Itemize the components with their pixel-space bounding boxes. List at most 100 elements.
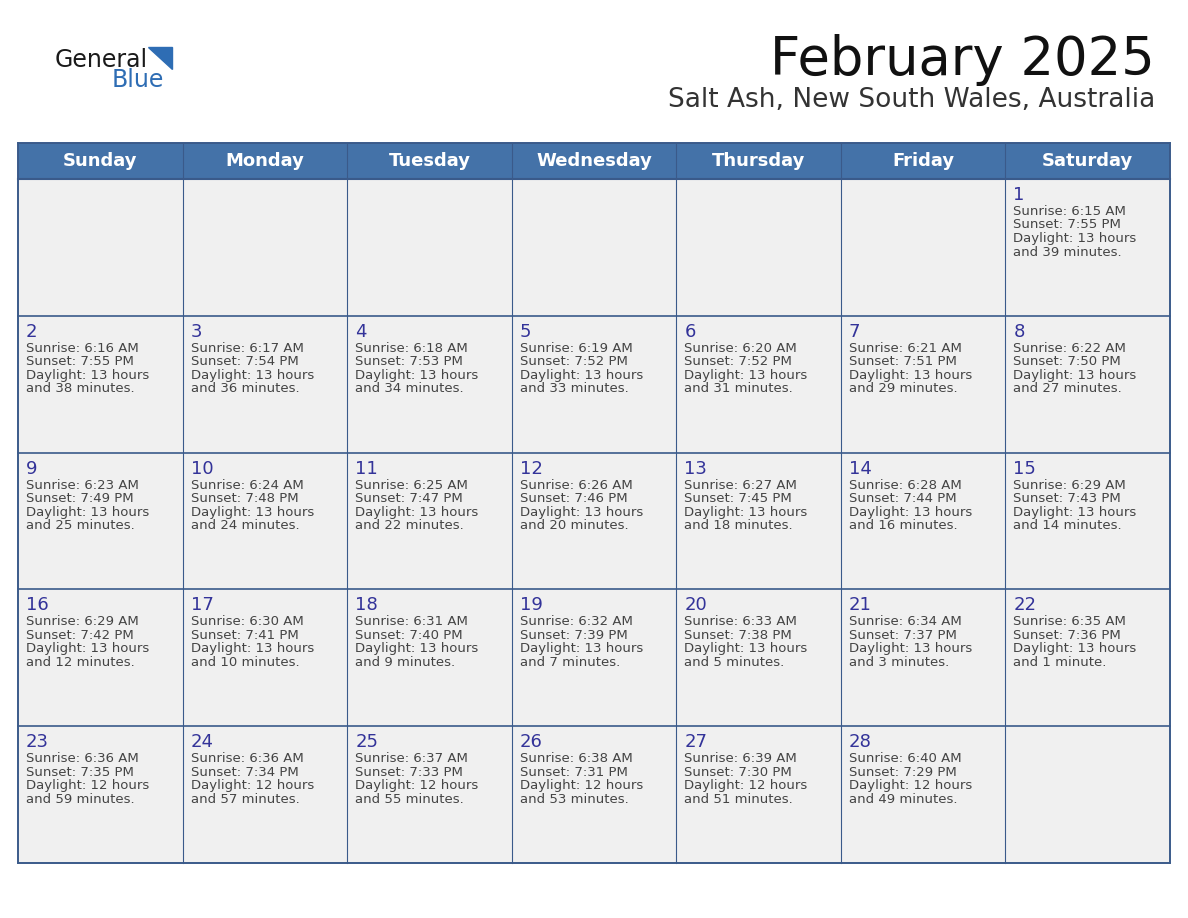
Text: Sunrise: 6:26 AM: Sunrise: 6:26 AM xyxy=(519,478,632,492)
Bar xyxy=(18,143,1170,863)
Text: and 22 minutes.: and 22 minutes. xyxy=(355,519,463,532)
Text: 27: 27 xyxy=(684,733,707,751)
Text: Monday: Monday xyxy=(226,152,304,170)
Text: and 9 minutes.: and 9 minutes. xyxy=(355,655,455,669)
Text: 28: 28 xyxy=(849,733,872,751)
Text: 4: 4 xyxy=(355,323,367,341)
Text: 17: 17 xyxy=(190,597,214,614)
Text: 14: 14 xyxy=(849,460,872,477)
Text: and 10 minutes.: and 10 minutes. xyxy=(190,655,299,669)
Text: Daylight: 13 hours: Daylight: 13 hours xyxy=(26,369,150,382)
Text: and 57 minutes.: and 57 minutes. xyxy=(190,793,299,806)
Text: Sunrise: 6:29 AM: Sunrise: 6:29 AM xyxy=(1013,478,1126,492)
Text: and 55 minutes.: and 55 minutes. xyxy=(355,793,463,806)
Text: Daylight: 13 hours: Daylight: 13 hours xyxy=(849,643,972,655)
Text: Sunset: 7:36 PM: Sunset: 7:36 PM xyxy=(1013,629,1121,642)
Text: Sunrise: 6:17 AM: Sunrise: 6:17 AM xyxy=(190,341,303,354)
Text: Sunset: 7:49 PM: Sunset: 7:49 PM xyxy=(26,492,133,505)
Text: 6: 6 xyxy=(684,323,696,341)
Text: Sunrise: 6:30 AM: Sunrise: 6:30 AM xyxy=(190,615,303,629)
Text: Sunset: 7:34 PM: Sunset: 7:34 PM xyxy=(190,766,298,778)
Text: 26: 26 xyxy=(519,733,543,751)
Text: Sunset: 7:52 PM: Sunset: 7:52 PM xyxy=(684,355,792,368)
Text: Daylight: 13 hours: Daylight: 13 hours xyxy=(519,506,643,519)
Text: and 59 minutes.: and 59 minutes. xyxy=(26,793,134,806)
Text: and 39 minutes.: and 39 minutes. xyxy=(1013,245,1121,259)
Text: Sunset: 7:54 PM: Sunset: 7:54 PM xyxy=(190,355,298,368)
Text: Sunset: 7:41 PM: Sunset: 7:41 PM xyxy=(190,629,298,642)
Bar xyxy=(18,179,1170,863)
Text: Daylight: 12 hours: Daylight: 12 hours xyxy=(849,779,972,792)
Text: 18: 18 xyxy=(355,597,378,614)
Text: Daylight: 13 hours: Daylight: 13 hours xyxy=(1013,232,1137,245)
Text: 2: 2 xyxy=(26,323,38,341)
Text: Sunset: 7:44 PM: Sunset: 7:44 PM xyxy=(849,492,956,505)
Text: Daylight: 12 hours: Daylight: 12 hours xyxy=(519,779,643,792)
Text: Sunrise: 6:21 AM: Sunrise: 6:21 AM xyxy=(849,341,962,354)
Text: Daylight: 13 hours: Daylight: 13 hours xyxy=(1013,643,1137,655)
Text: 21: 21 xyxy=(849,597,872,614)
Text: Sunset: 7:38 PM: Sunset: 7:38 PM xyxy=(684,629,792,642)
Text: Daylight: 13 hours: Daylight: 13 hours xyxy=(26,506,150,519)
Text: Sunset: 7:55 PM: Sunset: 7:55 PM xyxy=(1013,218,1121,231)
Text: Sunrise: 6:20 AM: Sunrise: 6:20 AM xyxy=(684,341,797,354)
Text: Sunrise: 6:15 AM: Sunrise: 6:15 AM xyxy=(1013,205,1126,218)
Text: Daylight: 12 hours: Daylight: 12 hours xyxy=(684,779,808,792)
Text: Sunrise: 6:35 AM: Sunrise: 6:35 AM xyxy=(1013,615,1126,629)
Text: 23: 23 xyxy=(26,733,49,751)
Text: 25: 25 xyxy=(355,733,378,751)
Text: Sunday: Sunday xyxy=(63,152,138,170)
Text: Sunrise: 6:22 AM: Sunrise: 6:22 AM xyxy=(1013,341,1126,354)
Text: 12: 12 xyxy=(519,460,543,477)
Text: Sunrise: 6:28 AM: Sunrise: 6:28 AM xyxy=(849,478,961,492)
Text: Daylight: 13 hours: Daylight: 13 hours xyxy=(190,369,314,382)
Text: Sunset: 7:52 PM: Sunset: 7:52 PM xyxy=(519,355,627,368)
Text: Sunrise: 6:38 AM: Sunrise: 6:38 AM xyxy=(519,752,632,766)
Text: and 20 minutes.: and 20 minutes. xyxy=(519,519,628,532)
Text: and 1 minute.: and 1 minute. xyxy=(1013,655,1107,669)
Text: and 7 minutes.: and 7 minutes. xyxy=(519,655,620,669)
Text: Sunset: 7:40 PM: Sunset: 7:40 PM xyxy=(355,629,463,642)
Text: Sunset: 7:37 PM: Sunset: 7:37 PM xyxy=(849,629,956,642)
Text: General: General xyxy=(55,48,148,72)
Text: Daylight: 12 hours: Daylight: 12 hours xyxy=(355,779,479,792)
Text: Sunrise: 6:36 AM: Sunrise: 6:36 AM xyxy=(26,752,139,766)
Text: and 25 minutes.: and 25 minutes. xyxy=(26,519,134,532)
Text: Daylight: 13 hours: Daylight: 13 hours xyxy=(519,369,643,382)
Text: Sunrise: 6:31 AM: Sunrise: 6:31 AM xyxy=(355,615,468,629)
Text: Sunrise: 6:23 AM: Sunrise: 6:23 AM xyxy=(26,478,139,492)
Text: 24: 24 xyxy=(190,733,214,751)
Text: Sunrise: 6:19 AM: Sunrise: 6:19 AM xyxy=(519,341,632,354)
Text: and 53 minutes.: and 53 minutes. xyxy=(519,793,628,806)
Text: 10: 10 xyxy=(190,460,213,477)
Text: Sunrise: 6:27 AM: Sunrise: 6:27 AM xyxy=(684,478,797,492)
Text: and 5 minutes.: and 5 minutes. xyxy=(684,655,784,669)
Text: 15: 15 xyxy=(1013,460,1036,477)
Text: Sunset: 7:39 PM: Sunset: 7:39 PM xyxy=(519,629,627,642)
Text: Sunset: 7:46 PM: Sunset: 7:46 PM xyxy=(519,492,627,505)
Text: Daylight: 13 hours: Daylight: 13 hours xyxy=(519,643,643,655)
Text: 3: 3 xyxy=(190,323,202,341)
Text: 7: 7 xyxy=(849,323,860,341)
Text: Salt Ash, New South Wales, Australia: Salt Ash, New South Wales, Australia xyxy=(668,87,1155,113)
Text: Tuesday: Tuesday xyxy=(388,152,470,170)
Text: Saturday: Saturday xyxy=(1042,152,1133,170)
Text: Daylight: 13 hours: Daylight: 13 hours xyxy=(190,643,314,655)
Text: and 16 minutes.: and 16 minutes. xyxy=(849,519,958,532)
Text: Sunrise: 6:29 AM: Sunrise: 6:29 AM xyxy=(26,615,139,629)
Text: Sunrise: 6:24 AM: Sunrise: 6:24 AM xyxy=(190,478,303,492)
Text: Sunset: 7:31 PM: Sunset: 7:31 PM xyxy=(519,766,627,778)
Text: Sunset: 7:43 PM: Sunset: 7:43 PM xyxy=(1013,492,1121,505)
Text: 20: 20 xyxy=(684,597,707,614)
Text: Daylight: 13 hours: Daylight: 13 hours xyxy=(26,643,150,655)
Text: Daylight: 13 hours: Daylight: 13 hours xyxy=(849,506,972,519)
Text: Thursday: Thursday xyxy=(712,152,805,170)
Text: 1: 1 xyxy=(1013,186,1025,204)
Text: Sunset: 7:30 PM: Sunset: 7:30 PM xyxy=(684,766,792,778)
Text: Sunrise: 6:34 AM: Sunrise: 6:34 AM xyxy=(849,615,961,629)
Text: Sunset: 7:42 PM: Sunset: 7:42 PM xyxy=(26,629,134,642)
Text: and 38 minutes.: and 38 minutes. xyxy=(26,382,134,396)
Text: Sunrise: 6:36 AM: Sunrise: 6:36 AM xyxy=(190,752,303,766)
Text: 16: 16 xyxy=(26,597,49,614)
Text: Sunset: 7:47 PM: Sunset: 7:47 PM xyxy=(355,492,463,505)
